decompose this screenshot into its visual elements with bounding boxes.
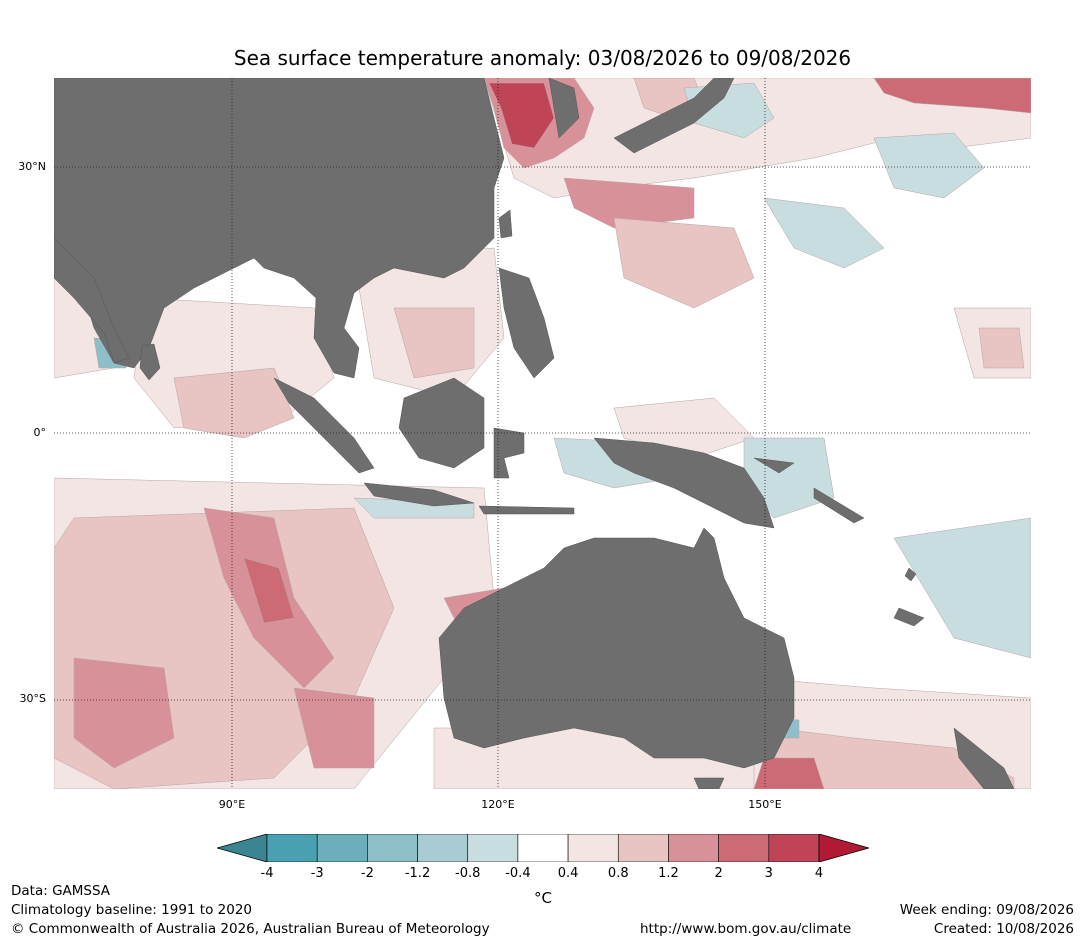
colorbar-tick-label: -0.4 [505,866,531,881]
land-taiwan [498,209,513,239]
colorbar-tick-label: 0.8 [607,866,629,881]
colorbar-tick-label: 3 [764,866,773,881]
anomaly-west-pacific-cool-1 [763,197,885,269]
colorbar-bin [617,834,669,862]
land-solomon-islands [813,487,865,524]
footer-week-ending: Week ending: 09/08/2026 [899,902,1074,918]
land-asia [54,78,505,379]
colorbar-tick-label: 4 [814,866,824,881]
colorbar-tick-label: 0.4 [557,866,579,881]
anomaly-coral-sea-cool [893,517,1031,659]
lat-label-30s: 30°S [19,692,46,705]
land-indian-peninsula [54,237,130,364]
anomaly-south-china-sea-core [393,307,475,379]
colorbar-extend-low [217,834,268,862]
lon-label-120e: 120°E [481,798,515,811]
colorbar-extend-high [818,834,869,862]
land-vanuatu [904,567,917,582]
lat-label-equator: 0° [33,426,47,439]
colorbar-bin [517,834,569,862]
land-masses [54,78,1015,789]
colorbar-tick-label: -4 [260,866,274,881]
anomaly-central-indian-warm [173,367,295,439]
colorbar-tick-label: -1.2 [404,866,431,881]
land-sulawesi [493,427,525,479]
lat-label-30n: 30°N [18,160,46,173]
colorbar-unit: °C [534,889,552,907]
anomaly-yellow-sea-hot [488,82,555,149]
anomaly-central-north-pacific-cool [873,132,985,199]
colorbar-bin [668,834,719,862]
land-lesser-sunda [478,505,575,515]
land-tasmania [693,777,725,789]
land-new-britain [753,457,795,474]
anomaly-tasman-warm-mid [763,727,1015,789]
footer-baseline: Climatology baseline: 1991 to 2020 [11,902,252,918]
land-japan [613,78,735,154]
colorbar-bin [718,834,770,862]
land-new-zealand-north [953,727,1015,789]
colorbar-bin [567,834,619,862]
anomaly-tasman-hot [753,757,825,789]
land-australia [438,527,795,769]
land-sumatra [273,377,375,474]
land-sri-lanka [139,343,161,381]
anomaly-north-pacific-warm [483,78,1031,199]
anomaly-south-indian-hot-core [243,557,295,624]
footer-copyright: © Commonwealth of Australia 2026, Austra… [11,921,490,937]
anomaly-west-pacific-warm-1 [613,217,755,309]
lon-label-90e: 90°E [218,798,246,811]
anomaly-pacific-warm-east-core [978,327,1025,369]
colorbar-tick-label: -0.8 [455,866,481,881]
land-java [363,482,475,507]
colorbar-bin [467,834,519,862]
colorbar-tick-label: -2 [360,866,374,881]
footer-url[interactable]: http://www.bom.gov.au/climate [640,921,852,937]
colorbar-tick-label: 1.2 [658,866,679,881]
footer-data-source: Data: GAMSSA [11,883,111,899]
anomaly-south-indian-hot-2 [73,657,175,769]
anomaly-regions [54,78,1031,789]
colorbar [217,834,869,862]
colorbar-bin [367,834,418,862]
colorbar-tick-label: 2 [714,866,723,881]
land-new-caledonia [893,607,925,627]
footer-created: Created: 10/08/2026 [933,921,1074,937]
colorbar-bin [417,834,469,862]
land-philippines [498,267,555,379]
sst-anomaly-map [54,78,1031,789]
colorbar-tick-label: -3 [310,866,324,881]
lon-label-150e: 150°E [748,798,782,811]
land-new-guinea [593,437,775,529]
land-korea-japan [548,78,580,139]
colorbar-bin [316,834,368,862]
map-title: Sea surface temperature anomaly: 03/08/2… [233,46,852,70]
anomaly-south-indian-hot-3 [293,687,375,769]
colorbar-bin [768,834,820,862]
anomaly-far-north-pacific-hot [873,78,1031,114]
gridlines [54,78,1031,789]
colorbar-bin [266,834,318,862]
